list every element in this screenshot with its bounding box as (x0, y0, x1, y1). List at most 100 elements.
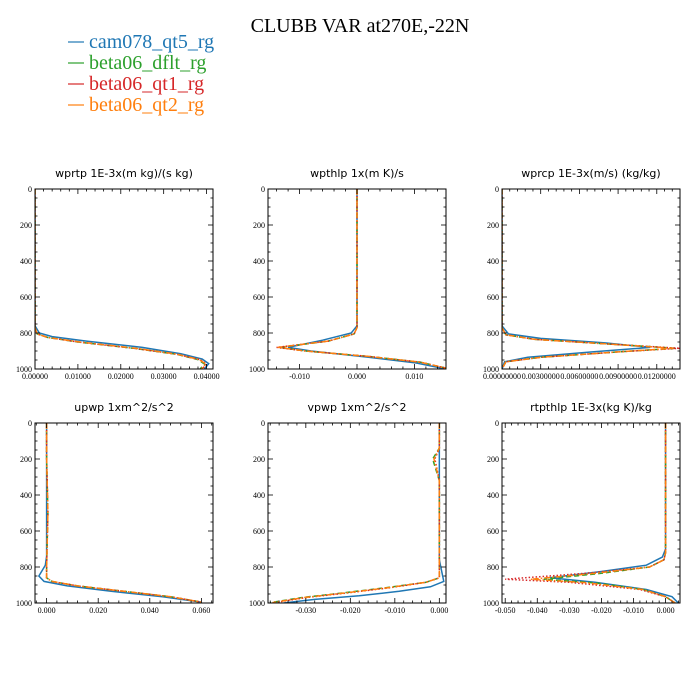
chart-panel: wpthlp 1x(m K)/s 0 200 400 600 800 1000 -0.010 0… (249, 167, 447, 381)
legend: cam078_qt5_rgbeta06_dflt_rgbeta06_qt1_rg… (68, 31, 214, 116)
legend-label: cam078_qt5_rg (89, 31, 214, 53)
x-tick-label: 0.060 (192, 606, 210, 615)
x-tick-label: 0.000 (38, 606, 56, 615)
x-tick-label: 0.01000 (65, 372, 91, 381)
y-tick-label: 600 (20, 527, 32, 536)
y-tick-label: 400 (487, 491, 499, 500)
series-line (45, 423, 202, 603)
y-tick-label: 1000 (249, 365, 265, 374)
y-tick-label: 1000 (16, 365, 32, 374)
y-tick-label: 800 (253, 563, 265, 572)
series-line (45, 423, 202, 603)
panel-title: wprcp 1E-3x(m/s) (kg/kg) (521, 167, 660, 180)
y-tick-label: 600 (487, 527, 499, 536)
series-line (502, 189, 674, 369)
y-tick-label: 800 (253, 329, 265, 338)
series-line (35, 189, 210, 369)
x-tick-label: 0.01200000 (638, 372, 676, 381)
panel-title: wprtp 1E-3x(m kg)/(s kg) (55, 167, 193, 180)
y-tick-label: 0 (495, 419, 499, 428)
y-tick-label: 800 (20, 563, 32, 572)
series-group (270, 423, 445, 603)
y-tick-label: 1000 (483, 365, 499, 374)
x-tick-label: 0.00600000 (560, 372, 598, 381)
y-tick-label: 400 (20, 257, 32, 266)
x-tick-label: 0.00900000 (599, 372, 637, 381)
y-tick-label: 400 (253, 491, 265, 500)
series-group (505, 423, 679, 603)
series-group (276, 189, 446, 369)
series-line (272, 423, 441, 603)
x-tick-label: -0.010 (623, 606, 644, 615)
y-tick-label: 200 (20, 221, 32, 230)
y-tick-label: 800 (487, 329, 499, 338)
y-tick-label: 200 (487, 455, 499, 464)
y-tick-label: 200 (253, 221, 265, 230)
plot-frame (34, 422, 214, 604)
series-line (37, 423, 202, 603)
series-group (502, 189, 680, 369)
legend-label: beta06_dflt_rg (89, 52, 206, 74)
x-tick-label: 0.040 (141, 606, 159, 615)
series-line (505, 423, 676, 603)
series-line (35, 189, 206, 369)
series-line (276, 189, 446, 369)
x-tick-label: -0.010 (289, 372, 310, 381)
y-tick-label: 1000 (483, 599, 499, 608)
panel-title: wpthlp 1x(m K)/s (310, 167, 404, 180)
x-tick-label: 0.04000 (194, 372, 220, 381)
y-tick-label: 400 (20, 491, 32, 500)
y-tick-label: 0 (28, 419, 32, 428)
x-tick-label: 0.00300000 (522, 372, 560, 381)
chart-panel: wprcp 1E-3x(m/s) (kg/kg) 0 200 400 600 800 100… (483, 167, 681, 381)
y-tick-label: 800 (487, 563, 499, 572)
y-tick-label: 800 (20, 329, 32, 338)
panel-grid: wprtp 1E-3x(m kg)/(s kg) 0 200 400 600 800 100… (16, 167, 681, 615)
legend-entry: beta06_qt2_rg (68, 94, 204, 116)
chart-panel: wprtp 1E-3x(m kg)/(s kg) 0 200 400 600 800 100… (16, 167, 220, 381)
y-tick-label: 400 (253, 257, 265, 266)
x-tick-label: 0.000 (657, 606, 675, 615)
x-tick-label: -0.050 (495, 606, 516, 615)
x-tick-label: -0.030 (559, 606, 580, 615)
x-tick-label: -0.020 (591, 606, 612, 615)
figure-title: CLUBB VAR at270E,-22N (251, 15, 470, 37)
legend-label: beta06_qt2_rg (89, 94, 204, 116)
series-line (283, 423, 445, 603)
chart-panel: rtpthlp 1E-3x(kg K)/kg02004006008001000-… (483, 401, 681, 615)
x-tick-label: 0.000 (348, 372, 366, 381)
legend-entry: cam078_qt5_rg (68, 31, 214, 53)
y-tick-label: 200 (253, 455, 265, 464)
x-tick-label: 0.03000 (151, 372, 177, 381)
x-tick-label: 0.00000 (22, 372, 48, 381)
series-line (35, 189, 208, 369)
series-group (35, 189, 210, 369)
x-tick-label: -0.010 (384, 606, 405, 615)
y-tick-label: 0 (28, 185, 32, 194)
x-tick-label: -0.030 (295, 606, 316, 615)
plot-frame (34, 188, 214, 370)
y-tick-label: 200 (20, 455, 32, 464)
plot-frame (501, 422, 681, 604)
legend-label: beta06_qt1_rg (89, 73, 204, 95)
x-tick-label: -0.040 (527, 606, 548, 615)
y-tick-label: 600 (487, 293, 499, 302)
legend-entry: beta06_dflt_rg (68, 52, 206, 74)
series-group (37, 423, 202, 603)
plot-frame (267, 422, 447, 604)
panel-title: rtpthlp 1E-3x(kg K)/kg (530, 401, 652, 414)
y-tick-label: 1000 (249, 599, 265, 608)
y-tick-label: 600 (20, 293, 32, 302)
series-line (502, 189, 677, 369)
x-tick-label: 0.00000000 (483, 372, 521, 381)
chart-panel: vpwp 1xm^2/s^2 0 200 400 600 800 1000 -0.030 -0.… (249, 401, 448, 615)
y-tick-label: 0 (495, 185, 499, 194)
series-line (530, 423, 676, 603)
series-line (35, 189, 207, 369)
series-line (277, 189, 446, 369)
series-line (274, 423, 441, 603)
y-tick-label: 400 (487, 257, 499, 266)
y-tick-label: 1000 (16, 599, 32, 608)
x-tick-label: 0.010 (405, 372, 423, 381)
